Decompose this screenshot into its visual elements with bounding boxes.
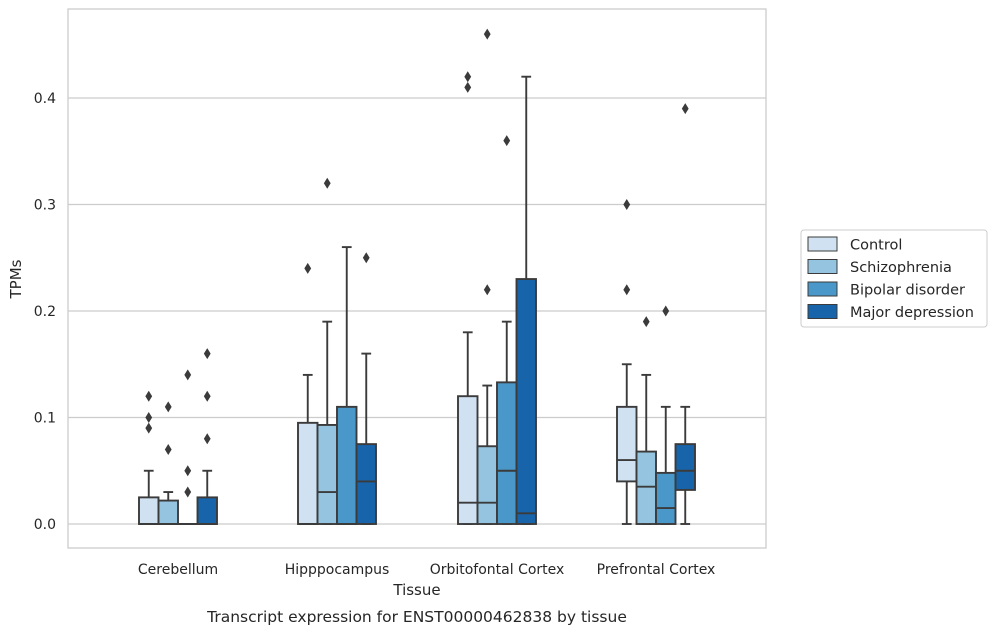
legend-label: Control bbox=[850, 238, 902, 254]
box-body bbox=[138, 496, 160, 525]
outlier-point bbox=[662, 305, 670, 317]
outlier-point bbox=[145, 422, 153, 434]
box-1-1 bbox=[316, 177, 338, 525]
box-body bbox=[496, 381, 518, 525]
box-body bbox=[635, 450, 657, 525]
x-tick-label: Prefrontal Cortex bbox=[597, 562, 716, 578]
y-tick-label: 0.0 bbox=[34, 517, 56, 533]
y-tick-label: 0.1 bbox=[34, 411, 56, 427]
legend: Control Schizophrenia Bipolar disorder Majo… bbox=[800, 229, 988, 328]
box-body bbox=[616, 405, 638, 483]
box-2-1 bbox=[476, 28, 498, 525]
box-body bbox=[355, 443, 377, 525]
legend-swatch bbox=[807, 304, 838, 319]
y-axis-label: TPMs bbox=[7, 259, 25, 299]
outlier-point bbox=[483, 28, 491, 40]
y-ticks: 0.0 0.1 0.2 0.3 0.4 bbox=[34, 91, 56, 533]
box-body bbox=[457, 395, 479, 525]
x-tick-label: Orbitofontal Cortex bbox=[430, 562, 565, 578]
box-body bbox=[336, 405, 358, 525]
box-body bbox=[515, 278, 537, 525]
outlier-point bbox=[323, 177, 331, 189]
box-3-2 bbox=[655, 305, 677, 525]
box-body bbox=[297, 421, 319, 525]
outlier-point bbox=[203, 348, 211, 360]
outlier-point bbox=[464, 81, 472, 93]
outlier-point bbox=[145, 412, 153, 423]
outlier-point bbox=[483, 284, 491, 296]
outlier-point bbox=[464, 71, 472, 83]
x-tick-label: Cerebellum bbox=[138, 562, 218, 578]
legend-label: Schizophrenia bbox=[850, 260, 952, 276]
box-1-3 bbox=[355, 252, 377, 525]
outlier-point bbox=[203, 433, 211, 445]
box-0-0 bbox=[138, 390, 160, 525]
x-tick-label: Hipppocampus bbox=[285, 562, 390, 578]
box-body bbox=[674, 443, 696, 491]
legend-swatch bbox=[807, 281, 838, 297]
outlier-point bbox=[145, 390, 153, 402]
box-0-1 bbox=[157, 401, 179, 525]
box-body bbox=[655, 471, 677, 525]
outlier-point bbox=[623, 284, 631, 296]
box-body bbox=[157, 499, 179, 525]
legend-frame bbox=[800, 229, 988, 328]
box-3-3 bbox=[674, 103, 696, 525]
box-2-0 bbox=[457, 71, 479, 525]
legend-swatch bbox=[807, 259, 838, 274]
box-1-0 bbox=[297, 262, 319, 525]
legend-label: Major depression bbox=[850, 305, 974, 321]
outlier-point bbox=[184, 369, 192, 381]
outlier-point bbox=[184, 465, 192, 477]
outlier-point bbox=[642, 316, 650, 328]
outlier-point bbox=[362, 252, 370, 264]
legend-swatch bbox=[807, 236, 838, 252]
box-2-2 bbox=[496, 135, 518, 525]
x-axis-label: Tissue bbox=[392, 581, 440, 599]
outlier-point bbox=[304, 262, 312, 274]
outlier-point bbox=[164, 401, 172, 413]
plot-frame bbox=[67, 8, 767, 549]
box-3-0 bbox=[616, 199, 638, 525]
box-body bbox=[196, 496, 218, 525]
box-2-3 bbox=[515, 75, 537, 525]
outlier-point bbox=[164, 443, 172, 455]
box-body bbox=[316, 424, 338, 525]
box-body bbox=[476, 445, 498, 525]
y-tick-label: 0.3 bbox=[34, 198, 56, 214]
outlier-point bbox=[503, 135, 511, 147]
box-1-2 bbox=[336, 246, 358, 525]
box-0-3 bbox=[196, 348, 218, 525]
box-3-1 bbox=[635, 316, 657, 525]
chart-caption: Transcript expression for ENST0000046283… bbox=[206, 608, 627, 626]
box-0-2 bbox=[178, 369, 198, 525]
y-tick-label: 0.2 bbox=[34, 304, 56, 320]
y-tick-label: 0.4 bbox=[34, 91, 56, 107]
x-ticks: Cerebellum Hipppocampus Orbitofontal Corte… bbox=[138, 562, 715, 578]
outlier-point bbox=[681, 103, 689, 115]
outlier-point bbox=[623, 199, 631, 210]
legend-label: Bipolar disorder bbox=[850, 283, 965, 299]
outlier-point bbox=[203, 390, 211, 402]
boxes bbox=[138, 28, 696, 525]
grid-lines bbox=[68, 97, 766, 525]
outlier-point bbox=[184, 486, 192, 498]
